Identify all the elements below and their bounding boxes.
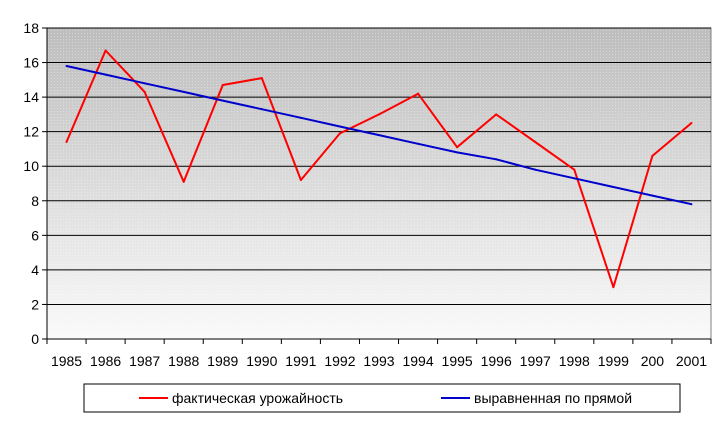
y-axis: 0 2 4 6 8 10 12 14 16 18 xyxy=(23,20,48,347)
x-tick-label: 1993 xyxy=(363,353,394,369)
y-tick-label: 2 xyxy=(31,296,39,312)
data-point-actual xyxy=(417,92,420,95)
x-tick-label: 1991 xyxy=(285,353,316,369)
x-axis: 1985 1986 1987 1988 1989 1990 1991 1992 1993 1994… xyxy=(46,338,712,369)
legend-box xyxy=(83,383,681,413)
x-tick-label: 1997 xyxy=(520,353,551,369)
x-tick-label: 1985 xyxy=(51,353,82,369)
x-tick-label: 1992 xyxy=(324,353,355,369)
data-point-actual xyxy=(221,84,224,87)
data-point-trend xyxy=(221,99,224,102)
data-point-actual xyxy=(104,49,107,52)
x-tick-label: 1986 xyxy=(90,353,121,369)
x-tick-label: 1999 xyxy=(598,353,629,369)
data-point-actual xyxy=(651,154,654,157)
series-layer xyxy=(65,49,693,289)
data-point-actual xyxy=(456,146,459,149)
x-tick-label: 1995 xyxy=(442,353,473,369)
data-point-actual xyxy=(338,132,341,135)
data-point-actual xyxy=(495,113,498,116)
x-tick-label: 1987 xyxy=(129,353,160,369)
gridlines xyxy=(47,27,711,305)
y-tick-label: 12 xyxy=(23,124,39,140)
data-point-trend xyxy=(182,90,185,93)
data-point-trend xyxy=(456,151,459,154)
y-tick-label: 4 xyxy=(31,262,39,278)
y-tick-label: 6 xyxy=(31,227,39,243)
x-tick-label: 1994 xyxy=(402,353,433,369)
data-point-trend xyxy=(495,158,498,161)
x-tick-label: 200 xyxy=(641,353,665,369)
x-tick-label: 1998 xyxy=(559,353,590,369)
data-point-actual xyxy=(534,141,537,144)
data-point-trend xyxy=(260,108,263,111)
data-point-trend xyxy=(534,168,537,171)
y-tick-label: 14 xyxy=(23,89,39,105)
data-point-trend xyxy=(143,82,146,85)
data-point-trend xyxy=(690,203,693,206)
legend-label-trend: выравненная по прямой xyxy=(474,390,632,406)
y-tick-label: 0 xyxy=(31,331,39,347)
data-point-trend xyxy=(573,177,576,180)
data-point-trend xyxy=(299,116,302,119)
y-tick-label: 10 xyxy=(23,158,39,174)
data-point-actual xyxy=(299,179,302,182)
plot-area xyxy=(46,27,712,340)
data-point-actual xyxy=(612,286,615,289)
data-point-actual xyxy=(143,90,146,93)
x-tick-label: 2001 xyxy=(676,353,707,369)
data-point-actual xyxy=(182,180,185,183)
data-point-actual xyxy=(260,77,263,80)
data-point-trend xyxy=(612,185,615,188)
x-tick-label: 1988 xyxy=(168,353,199,369)
data-point-actual xyxy=(573,168,576,171)
y-tick-label: 8 xyxy=(31,193,39,209)
x-tick-label: 1996 xyxy=(481,353,512,369)
data-point-trend xyxy=(417,142,420,145)
legend: фактическая урожайность выравненная по п… xyxy=(83,383,681,413)
data-point-actual xyxy=(378,113,380,116)
data-point-trend xyxy=(104,73,107,76)
data-point-trend xyxy=(65,65,68,68)
legend-label-actual: фактическая урожайность xyxy=(172,390,343,406)
x-tick-label: 1990 xyxy=(246,353,277,369)
data-point-trend xyxy=(651,194,654,197)
data-point-actual xyxy=(690,122,693,125)
data-point-trend xyxy=(338,125,341,128)
data-point-trend xyxy=(378,134,380,137)
x-tick-label: 1989 xyxy=(207,353,238,369)
y-tick-label: 16 xyxy=(23,55,39,71)
y-tick-label: 18 xyxy=(23,20,39,36)
data-point-actual xyxy=(65,141,68,144)
